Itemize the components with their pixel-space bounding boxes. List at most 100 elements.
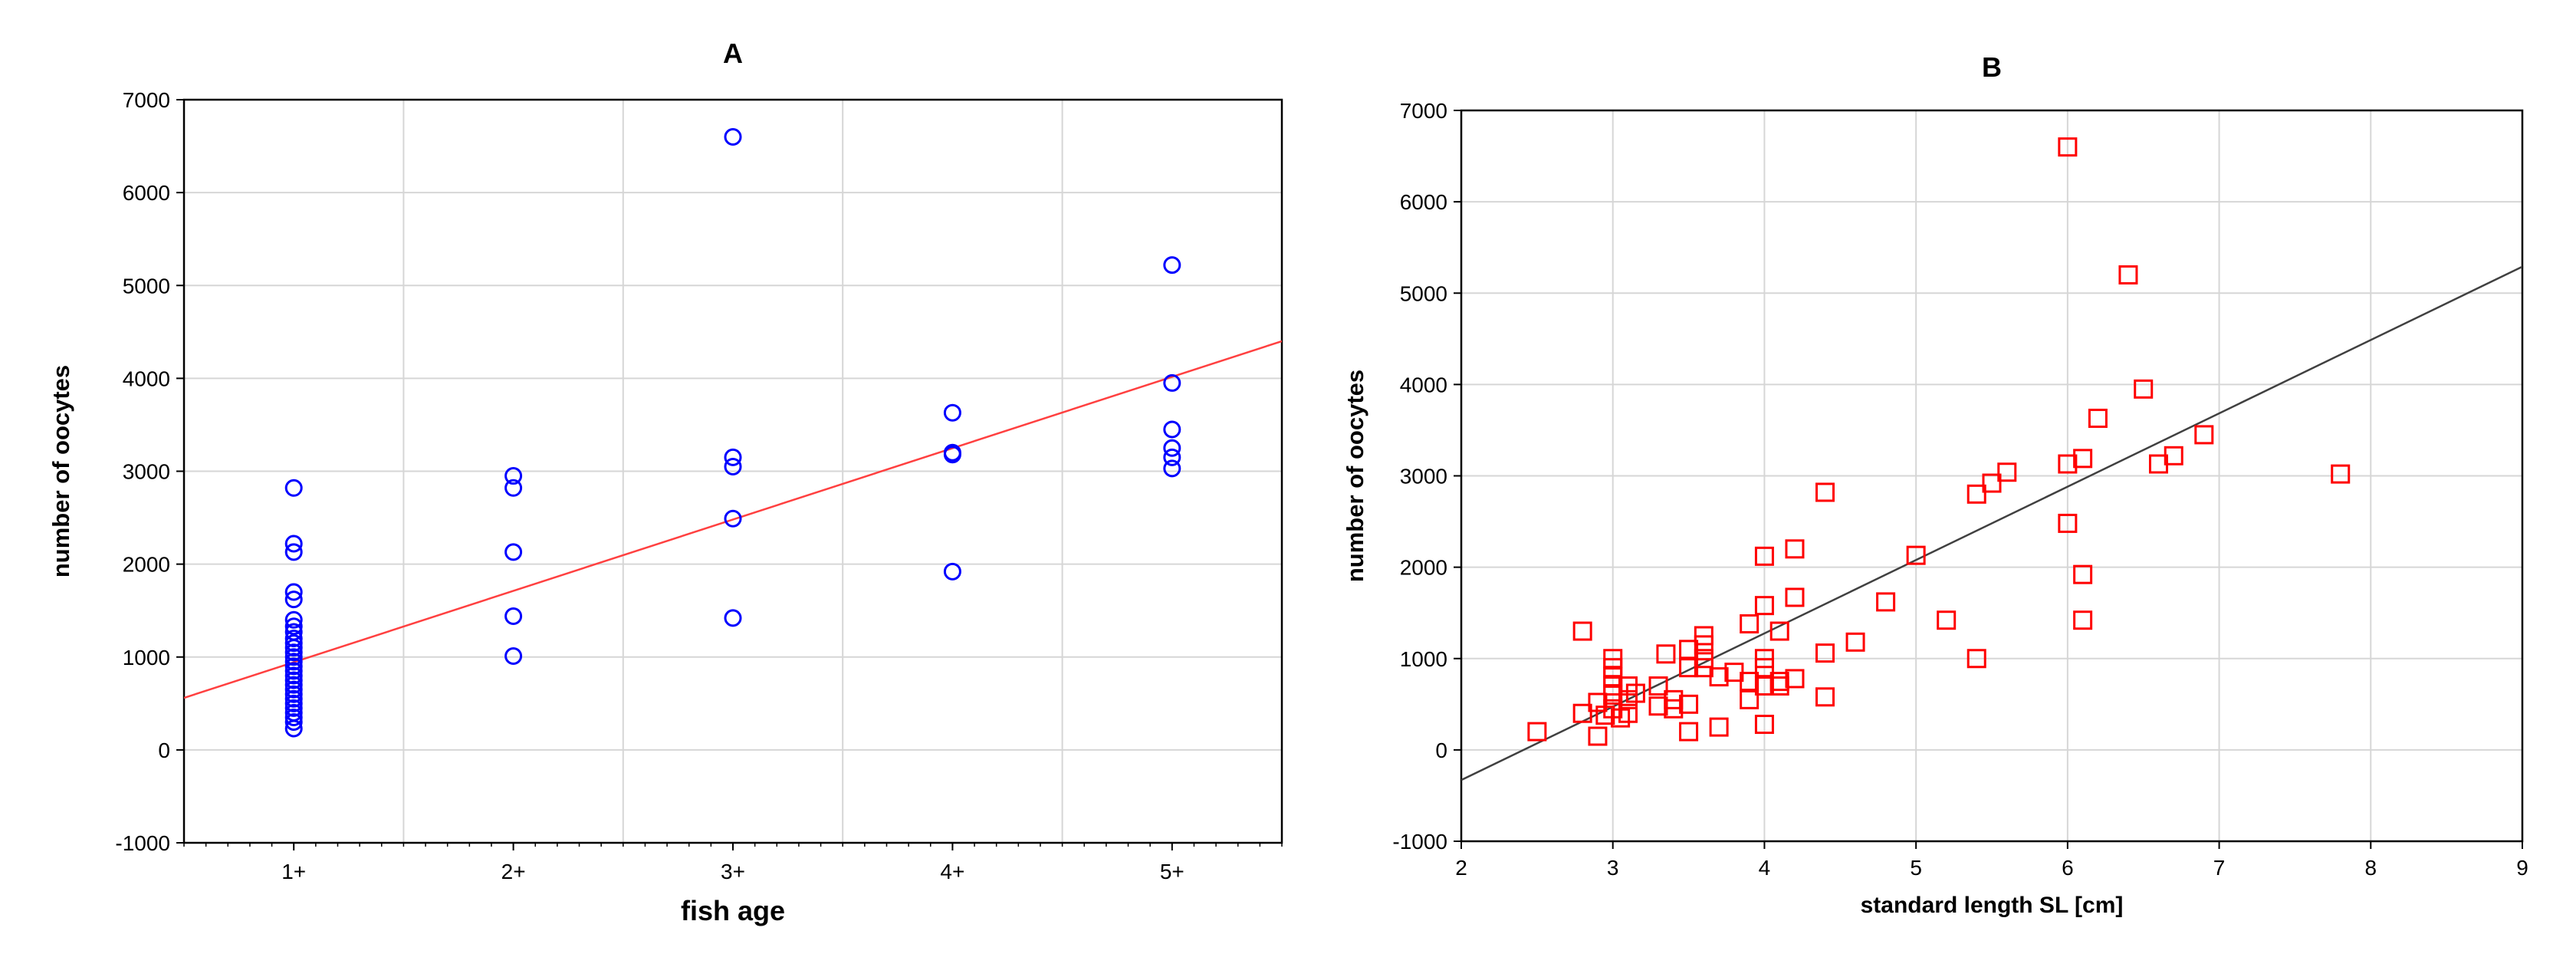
data-point bbox=[1754, 676, 1774, 696]
x-tick-label: 4 bbox=[1759, 856, 1771, 880]
data-point bbox=[284, 653, 303, 671]
data-point bbox=[1815, 687, 1835, 707]
data-point bbox=[284, 713, 303, 732]
data-point bbox=[1785, 539, 1805, 559]
data-point bbox=[1163, 459, 1181, 478]
data-point bbox=[1163, 420, 1181, 439]
y-tick-label: 2000 bbox=[1400, 556, 1447, 580]
data-point bbox=[724, 127, 742, 146]
data-point bbox=[504, 647, 523, 666]
y-tick-label: 1000 bbox=[1400, 647, 1447, 671]
data-point bbox=[1754, 715, 1774, 735]
x-axis-label: fish age bbox=[681, 895, 785, 926]
data-point bbox=[1769, 621, 1789, 641]
y-tick-label: 3000 bbox=[1400, 465, 1447, 488]
data-point bbox=[1845, 632, 1865, 652]
data-point bbox=[724, 448, 742, 466]
data-point bbox=[284, 639, 303, 657]
data-point bbox=[284, 648, 303, 666]
x-tick-label: 6 bbox=[2062, 856, 2074, 880]
data-point bbox=[1656, 644, 1676, 664]
data-point bbox=[284, 479, 303, 497]
data-point bbox=[1785, 587, 1805, 607]
data-point bbox=[284, 671, 303, 689]
y-tick-label: 6000 bbox=[123, 181, 170, 205]
data-point bbox=[1163, 439, 1181, 457]
data-point bbox=[284, 583, 303, 601]
data-point bbox=[1648, 696, 1668, 716]
data-point bbox=[724, 457, 742, 475]
data-point bbox=[284, 634, 303, 653]
y-tick-label: 7000 bbox=[1400, 99, 1447, 123]
data-point bbox=[1709, 717, 1729, 737]
data-point bbox=[1618, 703, 1638, 723]
data-point bbox=[1997, 462, 2017, 482]
y-tick-label: -1000 bbox=[1392, 830, 1447, 854]
plot-frame bbox=[182, 98, 1283, 844]
data-point bbox=[1906, 545, 1926, 565]
y-tick-label: 0 bbox=[158, 739, 170, 762]
data-point bbox=[1625, 683, 1645, 703]
data-point bbox=[2058, 513, 2078, 533]
data-point bbox=[284, 590, 303, 609]
data-point bbox=[504, 479, 523, 497]
data-point bbox=[2331, 464, 2351, 484]
data-point bbox=[284, 689, 303, 708]
regression-line bbox=[1461, 265, 2522, 781]
data-point bbox=[1967, 649, 1986, 669]
data-point bbox=[1648, 676, 1668, 696]
data-point bbox=[2058, 454, 2078, 474]
data-point bbox=[724, 609, 742, 627]
data-point bbox=[2073, 449, 2093, 469]
data-point bbox=[724, 509, 742, 528]
data-point bbox=[1527, 722, 1547, 742]
y-tick-label: 6000 bbox=[1400, 190, 1447, 214]
data-point bbox=[284, 676, 303, 694]
plot-frame bbox=[1460, 109, 2524, 843]
data-point bbox=[943, 562, 961, 581]
data-point bbox=[284, 630, 303, 648]
x-tick-label: 2+ bbox=[501, 860, 526, 883]
data-point bbox=[284, 617, 303, 636]
data-point bbox=[284, 694, 303, 712]
data-point bbox=[1679, 694, 1699, 714]
y-tick-label: 5000 bbox=[123, 274, 170, 298]
data-point bbox=[284, 680, 303, 699]
data-point bbox=[943, 446, 961, 464]
data-point bbox=[1163, 373, 1181, 392]
data-point bbox=[2134, 379, 2154, 399]
y-tick-label: 0 bbox=[1435, 739, 1447, 762]
x-tick-label: 8 bbox=[2364, 856, 2377, 880]
data-point bbox=[2088, 408, 2108, 428]
data-point bbox=[284, 543, 303, 561]
data-point bbox=[504, 467, 523, 485]
data-point bbox=[1588, 726, 1608, 746]
data-point bbox=[1163, 256, 1181, 275]
data-point bbox=[1876, 592, 1896, 612]
x-tick-label: 9 bbox=[2516, 856, 2528, 880]
data-point bbox=[284, 666, 303, 685]
data-point bbox=[1664, 699, 1684, 719]
data-point bbox=[284, 685, 303, 703]
data-point bbox=[1740, 689, 1760, 709]
data-point bbox=[1815, 482, 1835, 502]
data-point bbox=[1572, 621, 1592, 641]
data-point bbox=[1967, 484, 1986, 504]
y-tick-label: 4000 bbox=[1400, 373, 1447, 396]
data-point bbox=[284, 662, 303, 680]
data-point bbox=[1754, 658, 1774, 678]
chart-title: B bbox=[1982, 51, 2002, 83]
data-point bbox=[1754, 546, 1774, 566]
data-point bbox=[284, 643, 303, 662]
x-tick-label: 5+ bbox=[1160, 860, 1184, 883]
data-point bbox=[2118, 265, 2138, 285]
y-axis-label: number of oocytes bbox=[48, 365, 74, 577]
data-point bbox=[2058, 137, 2078, 157]
x-tick-label: 5 bbox=[1910, 856, 1922, 880]
data-point bbox=[943, 403, 961, 422]
data-point bbox=[284, 708, 303, 726]
data-point bbox=[1572, 703, 1592, 723]
data-point bbox=[1937, 610, 1957, 630]
